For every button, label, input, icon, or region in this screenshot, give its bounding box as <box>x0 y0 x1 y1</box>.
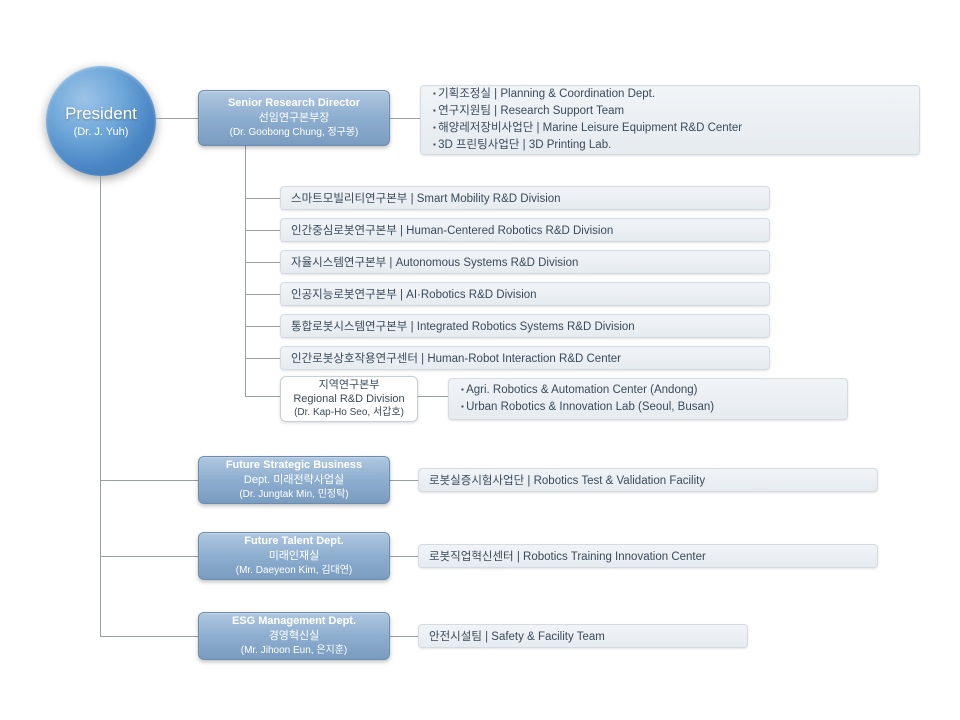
future-biz-line1: Future Strategic Business <box>205 459 383 473</box>
dept-h-esg-r <box>390 636 418 637</box>
future-talent-out: 로봇직업혁신센터 | Robotics Training Innovation … <box>418 544 878 568</box>
future-talent-line2: 미래인재실 <box>205 550 383 564</box>
srd-depts: 기획조정실 | Planning & Coordination Dept. 연구… <box>420 85 920 155</box>
division-5-text: 인간로봇상호작용연구센터 | Human-Robot Interaction R… <box>291 350 621 366</box>
future-talent-out-text: 로봇직업혁신센터 | Robotics Training Innovation … <box>429 548 706 564</box>
future-talent-node: Future Talent Dept. 미래인재실 (Mr. Daeyeon K… <box>198 532 390 580</box>
esg-node: ESG Management Dept. 경영혁신실 (Mr. Jihoon E… <box>198 612 390 660</box>
dept-h-ft-r <box>390 556 418 557</box>
esg-line2: 경영혁신실 <box>205 630 383 644</box>
future-biz-node: Future Strategic Business Dept. 미래전략사업실 … <box>198 456 390 504</box>
pres-srd-line <box>156 118 198 119</box>
div-h-1 <box>245 230 280 231</box>
dept-h-esg-l <box>100 636 198 637</box>
future-biz-line2: Dept. 미래전략사업실 <box>205 474 383 488</box>
division-5: 인간로봇상호작용연구센터 | Human-Robot Interaction R… <box>280 346 770 370</box>
srd-dept-1: 연구지원팀 | Research Support Team <box>433 103 624 120</box>
esg-out: 안전시설팀 | Safety & Facility Team <box>418 624 748 648</box>
division-0: 스마트모빌리티연구본부 | Smart Mobility R&D Divisio… <box>280 186 770 210</box>
div-h-2 <box>245 262 280 263</box>
future-talent-line1: Future Talent Dept. <box>205 535 383 549</box>
main-vline <box>100 176 101 636</box>
srd-depts-line <box>390 118 420 119</box>
dept-h-fb-r <box>390 480 418 481</box>
div-h-4 <box>245 326 280 327</box>
regional-line2: Regional R&D Division <box>289 393 409 407</box>
div-h-3 <box>245 294 280 295</box>
division-4-text: 통합로봇시스템연구본부 | Integrated Robotics System… <box>291 318 635 334</box>
future-biz-out: 로봇실증시험사업단 | Robotics Test & Validation F… <box>418 468 878 492</box>
srd-line1: Senior Research Director <box>205 97 383 111</box>
regional-item-0: Agri. Robotics & Automation Center (Ando… <box>461 382 697 399</box>
future-talent-line3: (Mr. Daeyeon Kim, 김대연) <box>205 565 383 578</box>
regional-node: 지역연구본부 Regional R&D Division (Dr. Kap-Ho… <box>280 376 418 422</box>
regional-list: Agri. Robotics & Automation Center (Ando… <box>448 378 848 420</box>
srd-dept-0: 기획조정실 | Planning & Coordination Dept. <box>433 86 655 103</box>
div-h-6 <box>245 396 280 397</box>
srd-node: Senior Research Director 선임연구본부장 (Dr. Go… <box>198 90 390 146</box>
president-title: President <box>65 104 137 124</box>
srd-line2: 선임연구본부장 <box>205 112 383 126</box>
srd-line3: (Dr. Goobong Chung, 정구봉) <box>205 127 383 140</box>
esg-out-text: 안전시설팀 | Safety & Facility Team <box>429 628 605 644</box>
division-1-text: 인간중심로봇연구본부 | Human-Centered Robotics R&D… <box>291 222 613 238</box>
regional-line3: (Dr. Kap-Ho Seo, 서갑호) <box>289 407 409 420</box>
division-3-text: 인공지능로봇연구본부 | AI·Robotics R&D Division <box>291 286 537 302</box>
div-h-5 <box>245 358 280 359</box>
div-h-0 <box>245 198 280 199</box>
regional-line1: 지역연구본부 <box>289 379 409 393</box>
esg-line1: ESG Management Dept. <box>205 615 383 629</box>
regional-item-1: Urban Robotics & Innovation Lab (Seoul, … <box>461 399 714 416</box>
srd-dept-2: 해양레저장비사업단 | Marine Leisure Equipment R&D… <box>433 120 742 137</box>
division-0-text: 스마트모빌리티연구본부 | Smart Mobility R&D Divisio… <box>291 190 561 206</box>
regional-list-line <box>418 396 448 397</box>
future-biz-out-text: 로봇실증시험사업단 | Robotics Test & Validation F… <box>429 472 705 488</box>
esg-line3: (Mr. Jihoon Eun, 은지훈) <box>205 645 383 658</box>
president-sub: (Dr. J. Yuh) <box>74 126 129 138</box>
division-3: 인공지능로봇연구본부 | AI·Robotics R&D Division <box>280 282 770 306</box>
division-2: 자율시스템연구본부 | Autonomous Systems R&D Divis… <box>280 250 770 274</box>
president-node: President (Dr. J. Yuh) <box>46 66 156 176</box>
division-1: 인간중심로봇연구본부 | Human-Centered Robotics R&D… <box>280 218 770 242</box>
future-biz-line3: (Dr. Jungtak Min, 민정탁) <box>205 489 383 502</box>
dept-h-ft-l <box>100 556 198 557</box>
division-4: 통합로봇시스템연구본부 | Integrated Robotics System… <box>280 314 770 338</box>
srd-dept-3: 3D 프린팅사업단 | 3D Printing Lab. <box>433 137 611 154</box>
division-2-text: 자율시스템연구본부 | Autonomous Systems R&D Divis… <box>291 254 578 270</box>
dept-h-fb-l <box>100 480 198 481</box>
